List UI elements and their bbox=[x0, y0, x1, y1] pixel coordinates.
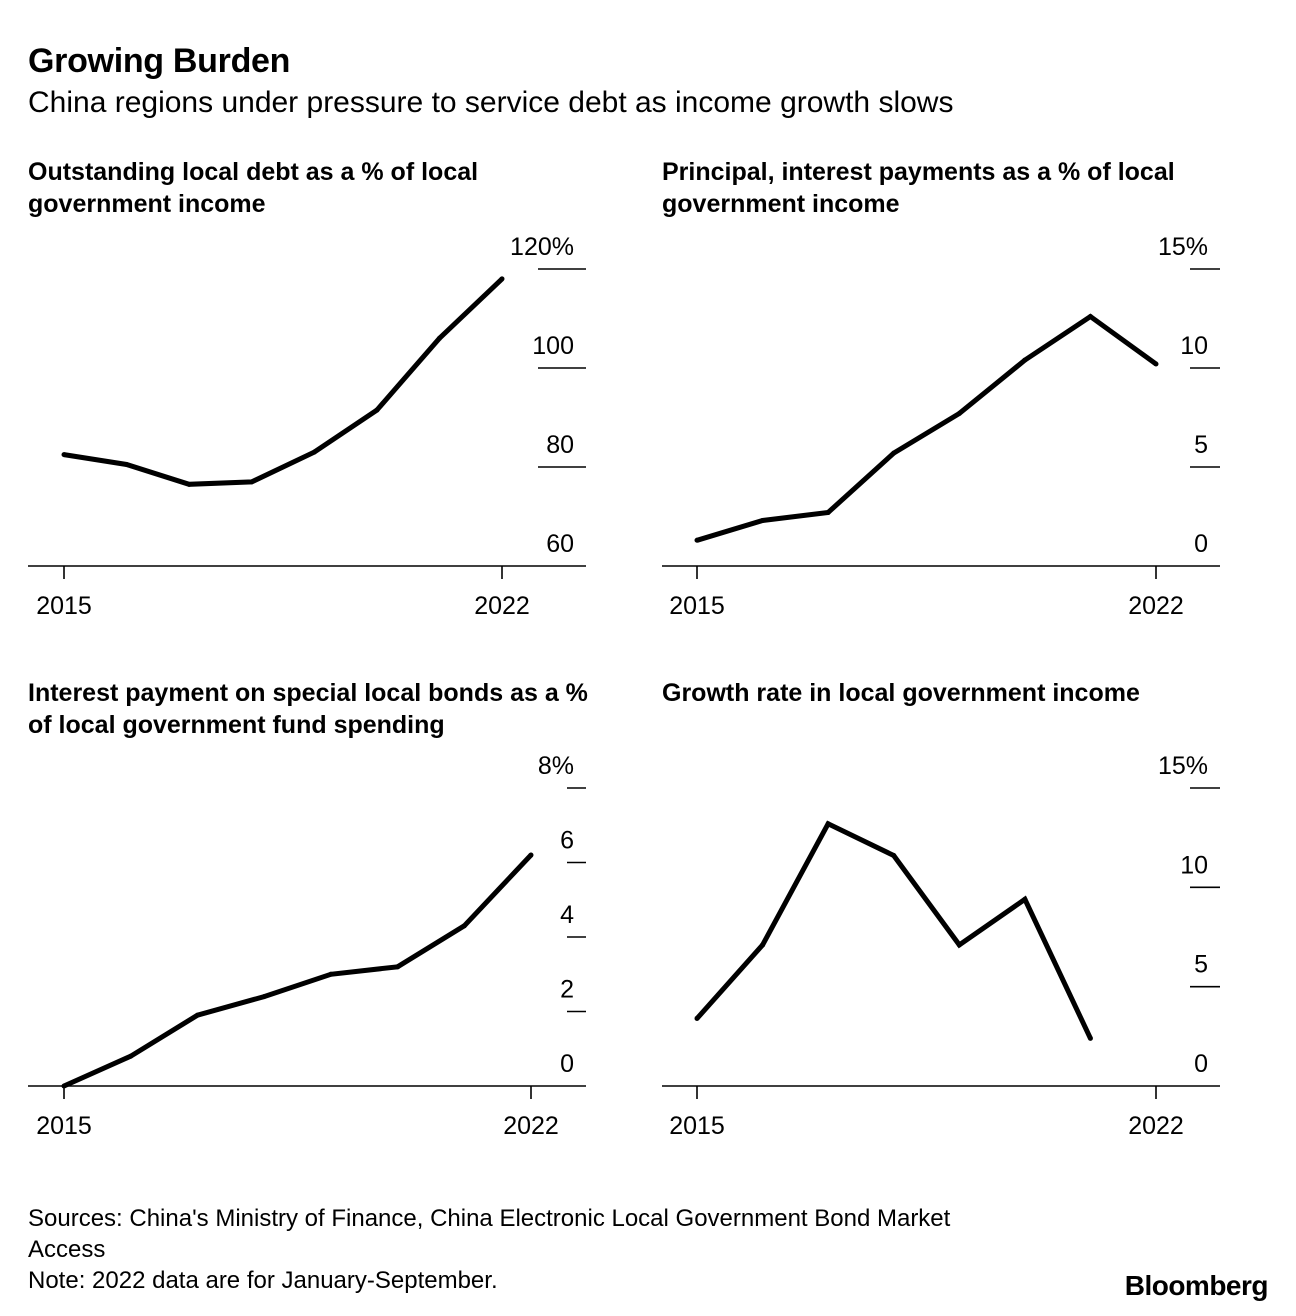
data-point bbox=[825, 510, 831, 516]
y-tick-label: 0 bbox=[1194, 1050, 1208, 1078]
data-point bbox=[261, 994, 267, 1000]
y-tick-label: 2 bbox=[560, 976, 574, 1004]
data-point bbox=[760, 517, 766, 523]
data-point bbox=[328, 971, 334, 977]
data-point bbox=[499, 276, 505, 282]
bloomberg-logo: Bloomberg bbox=[1124, 1270, 1269, 1301]
y-tick-label: 5 bbox=[1194, 431, 1208, 459]
data-point bbox=[374, 407, 380, 413]
y-tick-label: 10 bbox=[1180, 332, 1208, 360]
x-tick-label: 2022 bbox=[503, 1112, 559, 1140]
data-point bbox=[395, 964, 401, 970]
data-point bbox=[694, 537, 700, 543]
x-tick-label: 2022 bbox=[474, 592, 530, 620]
y-tick-label: 120% bbox=[510, 233, 574, 261]
data-point bbox=[956, 942, 962, 948]
data-point bbox=[1153, 361, 1159, 367]
data-point bbox=[528, 852, 534, 858]
series-line bbox=[62, 853, 533, 1089]
note-text: Note: 2022 data are for January-Septembe… bbox=[28, 1267, 498, 1294]
y-tick-label: 100 bbox=[532, 332, 574, 360]
data-point bbox=[956, 411, 962, 417]
data-point bbox=[760, 942, 766, 948]
y-tick-label: 15% bbox=[1158, 752, 1208, 780]
data-point bbox=[694, 1015, 700, 1021]
sources-text: Sources: China's Ministry of Finance, Ch… bbox=[28, 1205, 951, 1263]
y-tick-label: 15% bbox=[1158, 233, 1208, 261]
panel-title-payments: Principal, interest payments as a % of l… bbox=[662, 158, 1175, 218]
data-point bbox=[1087, 314, 1093, 320]
data-point bbox=[891, 853, 897, 859]
data-point bbox=[436, 335, 442, 341]
data-point bbox=[311, 449, 317, 455]
data-point bbox=[186, 481, 192, 487]
panel-title-special-bonds: Interest payment on special local bonds … bbox=[28, 679, 588, 739]
panel-title-income-growth: Growth rate in local government income bbox=[662, 679, 1140, 707]
panel-title-debt: Outstanding local debt as a % of local g… bbox=[28, 158, 479, 218]
data-point bbox=[128, 1053, 134, 1059]
data-point bbox=[61, 1083, 67, 1089]
y-tick-label: 0 bbox=[560, 1050, 574, 1078]
y-tick-label: 80 bbox=[546, 431, 574, 459]
chart-title: Growing Burden bbox=[28, 42, 291, 80]
y-tick-label: 6 bbox=[560, 827, 574, 855]
y-tick-label: 4 bbox=[560, 901, 574, 929]
data-point bbox=[194, 1012, 200, 1018]
data-point bbox=[1022, 896, 1028, 902]
data-point bbox=[825, 821, 831, 827]
y-tick-label: 0 bbox=[1194, 530, 1208, 558]
data-point bbox=[891, 450, 897, 456]
data-point bbox=[1087, 1035, 1093, 1041]
x-tick-label: 2015 bbox=[36, 1112, 92, 1140]
series-line bbox=[696, 313, 1158, 543]
footer: Sources: China's Ministry of Finance, Ch… bbox=[28, 1203, 988, 1296]
series-line bbox=[63, 277, 504, 487]
x-tick-label: 2015 bbox=[669, 1112, 725, 1140]
data-point bbox=[124, 462, 130, 468]
y-tick-label: 8% bbox=[538, 752, 574, 780]
data-point bbox=[249, 479, 255, 485]
x-tick-label: 2015 bbox=[669, 592, 725, 620]
x-tick-label: 2022 bbox=[1128, 1112, 1184, 1140]
y-tick-label: 5 bbox=[1194, 951, 1208, 979]
chart-subtitle: China regions under pressure to service … bbox=[28, 86, 954, 119]
y-tick-label: 10 bbox=[1180, 851, 1208, 879]
data-point bbox=[61, 452, 67, 458]
data-point bbox=[1022, 357, 1028, 363]
x-tick-label: 2015 bbox=[36, 592, 92, 620]
y-tick-label: 60 bbox=[546, 530, 574, 558]
x-tick-label: 2022 bbox=[1128, 592, 1184, 620]
data-point bbox=[461, 923, 467, 929]
